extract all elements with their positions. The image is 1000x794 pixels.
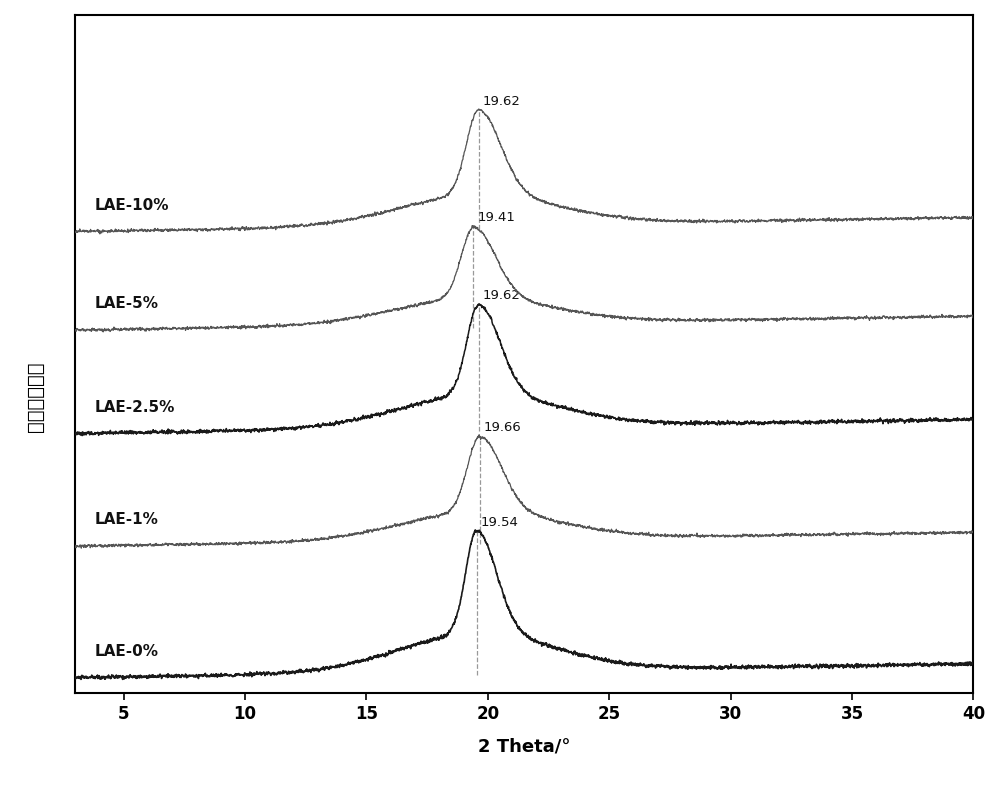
Text: LAE-1%: LAE-1% <box>94 512 158 527</box>
Text: 19.41: 19.41 <box>477 210 515 224</box>
Text: 19.66: 19.66 <box>483 421 521 434</box>
Text: 相对衔射强度: 相对衔射强度 <box>26 362 44 432</box>
Text: 19.62: 19.62 <box>482 94 520 108</box>
Text: 19.62: 19.62 <box>482 289 520 303</box>
Text: LAE-5%: LAE-5% <box>94 296 158 311</box>
Text: 19.54: 19.54 <box>480 515 518 529</box>
X-axis label: 2 Theta/°: 2 Theta/° <box>478 737 570 755</box>
Text: LAE-2.5%: LAE-2.5% <box>94 399 175 414</box>
Text: LAE-10%: LAE-10% <box>94 198 169 213</box>
Text: LAE-0%: LAE-0% <box>94 644 158 659</box>
